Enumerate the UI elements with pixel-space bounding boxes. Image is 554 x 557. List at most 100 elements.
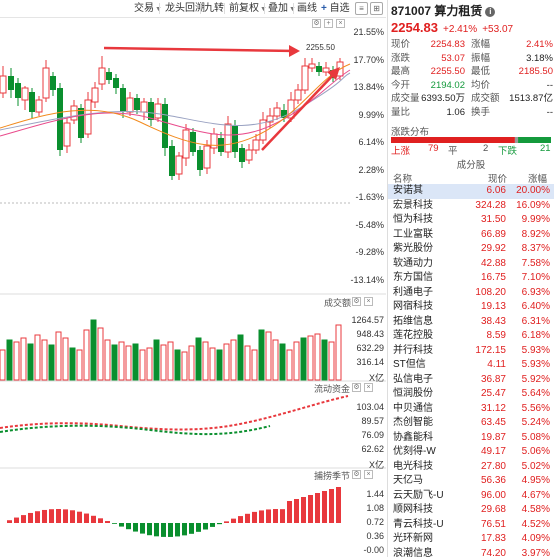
constituent-row[interactable]: 软通动力 42.88 7.58% [388, 257, 554, 272]
candle-body [148, 102, 154, 120]
flow-line [0, 424, 271, 436]
constituent-row[interactable]: 青云科技-U 76.51 4.52% [388, 518, 554, 533]
constituent-row[interactable]: 云天励飞-U 96.00 4.67% [388, 489, 554, 504]
settings-icon[interactable]: ⚙ [352, 383, 361, 392]
stock-price: 76.51 [480, 518, 506, 530]
constituent-row[interactable]: 电光科技 27.80 5.02% [388, 460, 554, 475]
constituent-row[interactable]: 杰创智能 63.45 5.24% [388, 416, 554, 431]
constituent-row[interactable]: 并行科技 172.15 5.93% [388, 344, 554, 359]
constituent-row[interactable]: 利通电子 108.20 6.93% [388, 286, 554, 301]
constituent-row[interactable]: 拓维信息 38.43 6.31% [388, 315, 554, 330]
rhythm-bar [315, 493, 320, 523]
volume-bar [167, 341, 174, 381]
constituent-row[interactable]: 协鑫能科 19.87 5.08% [388, 431, 554, 446]
rhythm-bar [217, 523, 222, 525]
constituent-row[interactable]: 宏景科技 324.28 16.09% [388, 199, 554, 214]
info-icon[interactable]: i [485, 7, 496, 17]
toolbar-adjust[interactable]: 前复权▼ [229, 1, 267, 16]
axis-tick-label: 1264.57 [351, 315, 384, 325]
quote-label: 成交量 [391, 93, 420, 104]
stock-name: 天亿马 [393, 475, 423, 486]
constituent-row[interactable]: 恒润股份 25.47 5.64% [388, 387, 554, 402]
stock-name: 杰创智能 [393, 417, 433, 428]
kline-chart[interactable]: 2255.50 21.55% 17.70% 13.84% 9.99% 6.14% 2.28… [0, 18, 386, 557]
candle-body [42, 67, 50, 99]
volume-bar [335, 324, 342, 381]
toolbar-leader-review[interactable]: 龙头回溯 [165, 3, 205, 14]
stock-change: 4.09% [521, 533, 550, 544]
volume-bar [230, 339, 237, 381]
add-watchlist-button[interactable]: + 自选 [321, 3, 350, 14]
settings-icon[interactable]: ⚙ [312, 19, 321, 28]
volume-bar [279, 343, 286, 381]
constituent-row[interactable]: 光环新网 17.83 4.09% [388, 532, 554, 547]
stock-name: 软通动力 [393, 257, 433, 269]
col-pct[interactable]: 涨幅 [528, 174, 548, 185]
candle-body [106, 72, 112, 80]
stock-price: 19.13 [480, 301, 506, 312]
constituent-row[interactable]: 安诺其 6.06 20.00% [388, 184, 554, 199]
axis-tick-label: 632.29 [356, 343, 384, 353]
constituent-row[interactable]: 紫光股份 29.92 8.37% [388, 242, 554, 257]
stock-name: 光环新网 [393, 533, 433, 544]
constituent-row[interactable]: 优刻得-W 49.17 5.06% [388, 445, 554, 460]
rhythm-bar [245, 513, 250, 523]
constituent-row[interactable]: 东方国信 16.75 7.10% [388, 271, 554, 286]
rhythm-bar [322, 491, 327, 523]
toolbar-draw[interactable]: 画线 [297, 3, 317, 14]
constituent-row[interactable]: 顺网科技 29.68 4.58% [388, 503, 554, 518]
stock-price: 74.20 [480, 547, 506, 557]
list-icon[interactable]: ≡ [355, 2, 368, 15]
price-header: 2254.83 +2.41% +53.07 [391, 20, 513, 35]
constituent-row[interactable]: 弘信电子 36.87 5.92% [388, 373, 554, 388]
candle-body [134, 98, 140, 110]
constituent-row[interactable]: 网宿科技 19.13 6.40% [388, 300, 554, 315]
constituent-row[interactable]: 中贝通信 31.12 5.56% [388, 402, 554, 417]
col-price[interactable]: 现价 [488, 174, 508, 185]
constituent-row[interactable]: 天亿马 56.36 4.95% [388, 474, 554, 489]
constituent-row[interactable]: 莲花控股 8.59 6.18% [388, 329, 554, 344]
col-name[interactable]: 名称 [393, 174, 413, 185]
candle-body [210, 133, 218, 149]
constituent-row[interactable]: 恒为科技 31.50 9.99% [388, 213, 554, 228]
close-icon[interactable]: × [364, 470, 373, 479]
constituent-row[interactable]: 浪潮信息 74.20 3.97% [388, 547, 554, 557]
close-icon[interactable]: × [364, 297, 373, 306]
stock-name: 利通电子 [393, 286, 433, 298]
volume-bar [209, 347, 216, 381]
candle-body [203, 145, 211, 169]
close-icon[interactable]: × [336, 19, 345, 28]
stock-name: 东方国信 [393, 272, 433, 283]
stock-name: 拓维信息 [393, 315, 433, 327]
candle-body [140, 101, 148, 113]
toolbar-overlay[interactable]: 叠加▼ [268, 1, 296, 16]
rhythm-bar [119, 523, 124, 527]
candle-body [29, 92, 35, 112]
expand-icon[interactable]: + [324, 19, 333, 28]
constituent-row[interactable]: 工业富联 66.89 8.92% [388, 228, 554, 243]
stock-change: 8.37% [521, 243, 550, 254]
volume-bar [244, 345, 251, 381]
candle-body [8, 76, 14, 90]
up-label: 上涨 [391, 146, 411, 157]
stock-change: 5.02% [521, 460, 550, 472]
stock-name: 并行科技 [393, 344, 433, 356]
constituents-title: 成分股 [456, 160, 486, 171]
settings-icon[interactable]: ⚙ [352, 470, 361, 479]
toolbar-nine-turn[interactable]: 九转 [204, 3, 224, 14]
ma10-line [0, 69, 351, 137]
grid-icon[interactable]: ⊞ [370, 2, 383, 15]
volume-bar [258, 329, 265, 381]
candle-body [308, 63, 316, 69]
axis-tick-label: 103.04 [356, 402, 384, 412]
rhythm-bar [70, 510, 75, 523]
rhythm-bar [252, 511, 257, 523]
rhythm-bar [280, 509, 285, 523]
candle-body [78, 108, 84, 138]
settings-icon[interactable]: ⚙ [352, 297, 361, 306]
constituent-row[interactable]: ST但信 4.11 5.93% [388, 358, 554, 373]
stock-change: 7.58% [521, 257, 550, 269]
close-icon[interactable]: × [364, 383, 373, 392]
axis-tick-label: 0.72 [366, 517, 384, 527]
toolbar-trade[interactable]: 交易▼ [134, 1, 162, 16]
